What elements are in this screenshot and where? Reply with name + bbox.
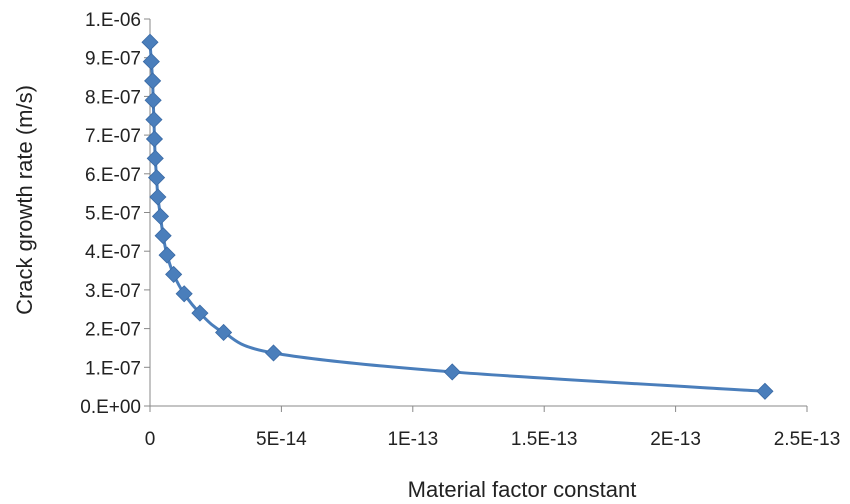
y-tick-label: 2.E-07 bbox=[85, 320, 141, 341]
x-axis-title: Material factor constant bbox=[408, 477, 637, 502]
data-point bbox=[264, 344, 283, 362]
data-point bbox=[175, 285, 193, 303]
y-tick-label: 5.E-07 bbox=[85, 204, 141, 225]
data-point bbox=[443, 363, 461, 381]
x-tick-label: 0 bbox=[145, 429, 156, 450]
x-tick-label: 5E-14 bbox=[256, 429, 307, 450]
data-point bbox=[158, 246, 176, 264]
y-ticks: 0.E+00 1.E-07 2.E-07 3.E-07 4.E-07 5.E-07 6.E-… bbox=[80, 10, 150, 418]
data-point bbox=[144, 72, 162, 90]
x-tick-label: 1.5E-13 bbox=[511, 429, 578, 450]
y-tick-label: 9.E-07 bbox=[85, 49, 141, 70]
data-point bbox=[145, 130, 164, 148]
data-point bbox=[215, 323, 233, 342]
y-tick-label: 1.E-06 bbox=[85, 10, 141, 31]
x-tick-label: 2.5E-13 bbox=[774, 429, 841, 450]
y-tick-label: 1.E-07 bbox=[85, 358, 141, 379]
data-point bbox=[145, 111, 163, 129]
y-tick-label: 3.E-07 bbox=[85, 281, 141, 302]
y-tick-label: 6.E-07 bbox=[85, 165, 141, 186]
data-point bbox=[756, 382, 774, 400]
y-axis-title: Crack growth rate (m/s) bbox=[12, 85, 37, 315]
y-tick-label: 7.E-07 bbox=[85, 126, 141, 147]
data-point bbox=[141, 33, 159, 51]
x-tick-label: 2E-13 bbox=[650, 429, 701, 450]
x-tick-label: 1E-13 bbox=[387, 429, 438, 450]
x-ticks: 0 5E-14 1E-13 1.5E-13 2E-13 2.5E-13 bbox=[145, 406, 841, 450]
data-point bbox=[148, 169, 166, 187]
series-line bbox=[148, 42, 766, 393]
data-point bbox=[191, 304, 209, 322]
y-tick-label: 8.E-07 bbox=[85, 87, 141, 108]
data-point bbox=[142, 53, 160, 71]
y-tick-label: 4.E-07 bbox=[85, 242, 141, 263]
y-tick-label: 0.E+00 bbox=[80, 397, 141, 418]
data-point bbox=[146, 149, 164, 167]
data-point bbox=[154, 227, 172, 245]
data-point bbox=[165, 265, 183, 283]
data-point bbox=[149, 188, 167, 206]
data-point bbox=[151, 207, 170, 225]
series-layer bbox=[141, 33, 774, 400]
data-point bbox=[144, 91, 162, 109]
